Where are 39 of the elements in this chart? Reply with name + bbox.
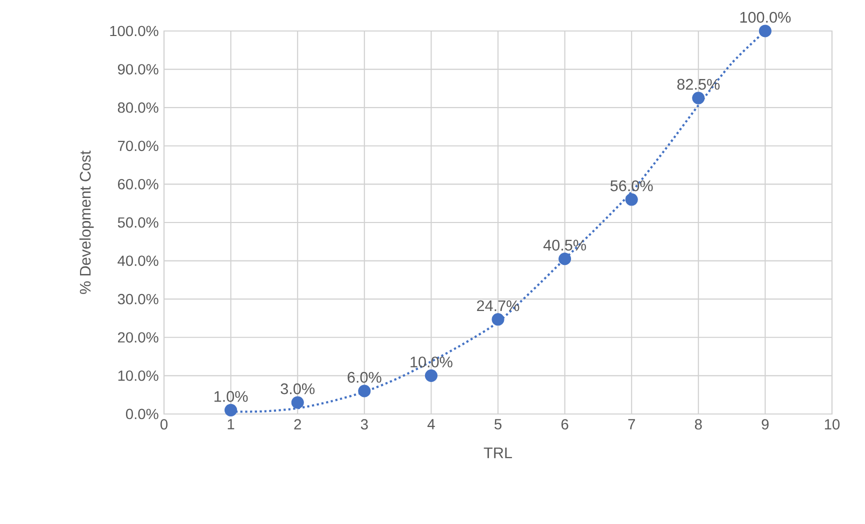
y-tick-label: 60.0% — [118, 179, 158, 190]
x-tick-label: 3 — [360, 419, 368, 430]
x-tick-label: 0 — [160, 419, 168, 430]
x-tick-label: 10 — [824, 419, 840, 430]
y-tick-label: 50.0% — [118, 217, 158, 228]
y-tick-label: 0.0% — [126, 408, 158, 420]
point — [558, 252, 572, 266]
y-tick-label: 70.0% — [118, 140, 158, 152]
y-axis-title: % Development Cost — [79, 150, 94, 294]
data-label: 1.0% — [214, 391, 248, 402]
y-tick-label: 20.0% — [118, 332, 158, 343]
data-label: 6.0% — [348, 372, 382, 383]
y-tick-label: 30.0% — [118, 294, 158, 304]
y-tick-label: 40.0% — [118, 256, 158, 266]
x-axis-title: TRL — [484, 448, 512, 458]
point — [224, 404, 238, 416]
data-label: 82.5% — [677, 78, 720, 90]
x-tick-label: 1 — [228, 419, 234, 430]
point — [358, 384, 371, 398]
point — [692, 92, 705, 104]
y-tick-label: 100.0% — [110, 26, 158, 36]
point — [492, 313, 504, 326]
point — [424, 369, 438, 382]
data-label: 100.0% — [740, 12, 791, 23]
x-tick-label: 8 — [694, 419, 702, 430]
data-label: 56.0% — [610, 180, 653, 192]
point — [758, 24, 772, 38]
x-tick-label: 2 — [294, 419, 301, 430]
point — [291, 396, 304, 409]
x-tick-label: 4 — [427, 419, 435, 430]
y-tick-label: 90.0% — [118, 64, 158, 74]
x-tick-label: 9 — [762, 419, 769, 430]
data-label: 3.0% — [280, 383, 315, 394]
y-tick-label: 10.0% — [118, 370, 158, 381]
x-tick-label: 7 — [628, 419, 635, 430]
y-tick-label: 80.0% — [118, 102, 158, 113]
x-tick-label: 5 — [494, 419, 502, 430]
x-tick-label: 6 — [561, 419, 568, 430]
point — [625, 193, 638, 206]
